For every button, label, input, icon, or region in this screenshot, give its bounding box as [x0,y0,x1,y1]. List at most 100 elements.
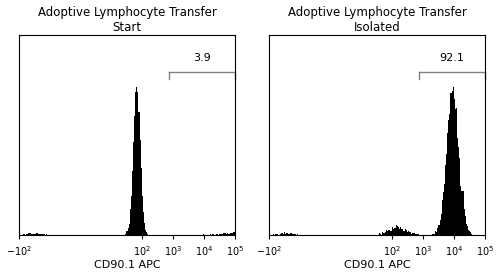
Title: Adoptive Lymphocyte Transfer
Start: Adoptive Lymphocyte Transfer Start [38,6,216,34]
Bar [142,196,143,235]
Bar [222,234,224,235]
Bar [388,230,390,235]
Bar [276,233,278,235]
Bar [402,231,404,235]
Text: 92.1: 92.1 [440,53,464,63]
Bar [384,233,385,235]
Bar [394,229,395,235]
Bar [228,234,229,235]
Bar [409,232,410,235]
Bar [457,138,458,235]
Bar [143,212,144,235]
Bar [24,234,25,235]
Bar [40,233,42,235]
Bar [290,233,292,235]
Bar [392,227,393,235]
Bar [128,224,130,235]
Bar [26,234,28,235]
Bar [404,229,406,235]
Bar [393,229,394,235]
Bar [471,234,472,235]
Bar [285,233,286,235]
Bar [32,234,33,235]
Bar [33,234,34,235]
Bar [436,232,438,235]
Bar [230,233,231,235]
Bar [434,233,435,235]
Bar [456,108,457,235]
Bar [130,209,131,235]
Bar [28,233,29,235]
Bar [126,231,128,235]
Bar [217,234,218,235]
Bar [131,196,132,235]
Bar [226,233,228,235]
Bar [435,231,436,235]
Bar [140,168,141,235]
Bar [380,234,381,235]
Bar [450,93,452,235]
Bar [132,171,133,235]
Bar [404,231,405,235]
Bar [446,154,447,235]
Bar [408,231,409,235]
Bar [418,234,419,235]
Bar [386,230,388,235]
Bar [469,231,470,235]
Bar [283,234,284,235]
Bar [38,234,40,235]
Bar [146,232,147,235]
Bar [444,184,445,235]
Title: Adoptive Lymphocyte Transfer
Isolated: Adoptive Lymphocyte Transfer Isolated [288,6,467,34]
Bar [454,99,455,235]
Bar [288,233,290,235]
X-axis label: CD90.1 APC: CD90.1 APC [94,261,160,270]
Bar [390,231,392,235]
Bar [135,92,136,235]
Bar [212,234,214,235]
Bar [232,233,233,235]
X-axis label: CD90.1 APC: CD90.1 APC [344,261,410,270]
Bar [406,230,407,235]
Bar [138,112,140,235]
Bar [397,226,398,235]
Bar [286,233,287,235]
Bar [287,233,288,235]
Bar [385,232,386,235]
Bar [234,232,235,235]
Bar [221,234,222,235]
Bar [233,232,234,235]
Bar [416,234,418,235]
Bar [383,233,384,235]
Bar [37,233,38,235]
Bar [442,200,443,235]
Bar [202,234,204,235]
Bar [448,120,450,235]
Bar [378,233,380,235]
Bar [460,186,462,235]
Bar [231,233,232,235]
Bar [147,233,148,235]
Bar [407,232,408,235]
Bar [284,232,285,235]
Bar [398,227,400,235]
Bar [275,234,276,235]
Bar [432,233,433,235]
Bar [438,225,440,235]
Bar [224,233,226,235]
Bar [410,232,412,235]
Bar [46,234,47,235]
Bar [273,234,274,235]
Bar [462,191,464,235]
Bar [136,87,138,235]
Bar [414,233,416,235]
Bar [134,116,135,235]
Bar [30,234,32,235]
Bar [294,234,295,235]
Bar [229,234,230,235]
Bar [400,227,402,235]
Bar [280,233,281,235]
Bar [458,147,459,235]
Bar [467,226,468,235]
Bar [452,87,454,235]
